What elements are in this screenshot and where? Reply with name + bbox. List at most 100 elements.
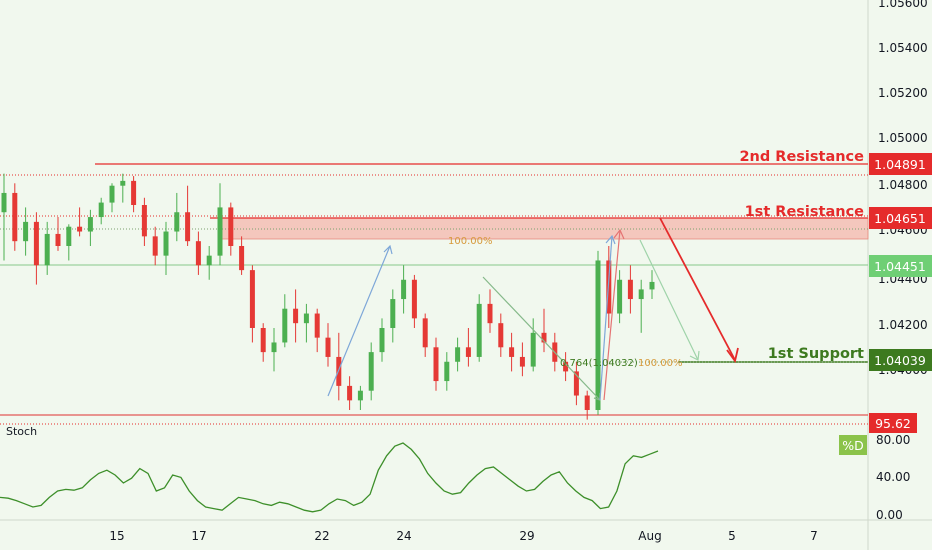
- candle-body: [627, 279, 633, 300]
- second-resistance-tag-text: 1.04891: [874, 157, 926, 172]
- price-tick-4: 1.05000: [878, 131, 928, 145]
- drawing-down-leg-1: [482, 276, 601, 401]
- candle-body: [44, 233, 50, 266]
- candle-body: [87, 217, 93, 232]
- candle-body: [617, 279, 623, 314]
- x-tick-17: 17: [191, 529, 206, 543]
- stoch-tick-80: 80.00: [876, 433, 910, 447]
- price-tags: 1.04891 1.04651 1.04451 1.04039 95.62: [869, 153, 932, 433]
- candle-body: [379, 328, 385, 353]
- candle-body: [325, 337, 331, 357]
- candle-body: [368, 352, 374, 391]
- stoch-legend-text: %D: [842, 438, 864, 453]
- first-support-tag: [869, 349, 932, 371]
- stoch-tick-40: 40.00: [876, 470, 910, 484]
- candle-body: [476, 303, 482, 357]
- second-resistance-label: 2nd Resistance: [739, 149, 864, 165]
- candle-body: [401, 279, 407, 300]
- candle-body: [195, 241, 201, 266]
- second-resistance-tag: [869, 153, 932, 175]
- candle-body: [1, 192, 7, 213]
- first-resistance-label: 1st Resistance: [745, 204, 865, 220]
- candle-body: [174, 212, 180, 232]
- candle-body: [228, 207, 234, 246]
- candle-body: [23, 221, 29, 242]
- candle-body: [465, 347, 471, 357]
- candle-body: [541, 332, 547, 343]
- drawing-up-leg-2: [599, 235, 613, 401]
- candle-body: [530, 332, 536, 367]
- candle-body: [573, 371, 579, 396]
- price-tick-5: 1.04800: [878, 178, 928, 192]
- candle-body: [217, 207, 223, 256]
- candle-body: [649, 281, 655, 290]
- candle-body: [487, 303, 493, 324]
- first-resistance-tag: [869, 207, 932, 229]
- candle-body: [498, 323, 504, 348]
- candle-body: [55, 233, 61, 246]
- candle-body: [109, 185, 115, 203]
- forecast-down-arrow: [659, 217, 736, 361]
- candle-body: [260, 328, 266, 353]
- candle-body: [433, 347, 439, 382]
- stoch-value-tag-text: 95.62: [875, 416, 911, 431]
- candle-body: [390, 299, 396, 328]
- current-price-tag: [869, 255, 932, 277]
- candle-body: [422, 318, 428, 348]
- candle-body: [98, 202, 104, 218]
- time-axis: 15 17 22 24 29 Aug 5 7: [109, 529, 817, 543]
- candle-body: [163, 231, 169, 256]
- candle-body: [271, 342, 277, 353]
- x-tick-5: 5: [728, 529, 736, 543]
- candle-body: [563, 361, 569, 372]
- first-support-tag-text: 1.04039: [874, 353, 926, 368]
- drawing-arrowhead-3: [605, 234, 616, 245]
- candle-body: [595, 260, 601, 410]
- candle-body: [509, 347, 515, 357]
- stoch-tick-0: 0.00: [876, 508, 903, 522]
- plot-background: [0, 0, 868, 550]
- first-resistance-tag-text: 1.04651: [874, 211, 926, 226]
- stoch-value-tag: [869, 413, 917, 433]
- x-tick-7: 7: [810, 529, 818, 543]
- candle-body: [120, 180, 126, 186]
- drawing-up-leg-1: [327, 245, 391, 397]
- candles-group: [1, 173, 655, 420]
- price-axis: 1.05600 1.05400 1.05200 1.05000 1.04800 …: [878, 0, 928, 377]
- drawing-arrowhead-5: [689, 350, 700, 361]
- candle-body: [249, 270, 255, 328]
- candle-body: [303, 313, 309, 324]
- candle-body: [66, 226, 72, 246]
- x-tick-15: 15: [109, 529, 124, 543]
- drawing-projection-leg: [639, 239, 699, 361]
- candle-body: [638, 289, 644, 300]
- x-tick-24: 24: [396, 529, 411, 543]
- drawing-arrowhead-1: [383, 244, 393, 255]
- candle-body: [455, 347, 461, 362]
- stoch-axis: 80.00 40.00 0.00: [876, 433, 910, 522]
- stoch-d-line: [0, 442, 659, 513]
- fib-label-support-retrace: 0.764(1.04032): [560, 358, 638, 369]
- candle-body: [131, 180, 137, 205]
- pattern-drawings: [327, 217, 739, 401]
- candle-body: [282, 308, 288, 343]
- x-tick-aug: Aug: [638, 529, 661, 543]
- price-tick-8: 1.04200: [878, 318, 928, 332]
- candle-body: [293, 308, 299, 324]
- candle-body: [519, 356, 525, 367]
- candle-body: [314, 313, 320, 338]
- stoch-title: Stoch: [6, 425, 37, 438]
- candle-body: [239, 246, 245, 271]
- drawing-red-up-leg: [603, 229, 621, 401]
- drawing-arrowhead-4: [613, 228, 625, 240]
- forecast-arrowhead: [726, 347, 739, 364]
- price-tick-1: 1.05600: [878, 0, 928, 10]
- candle-body: [152, 236, 158, 256]
- stoch-legend-box: [839, 435, 867, 455]
- candle-body: [357, 390, 363, 401]
- x-tick-29: 29: [519, 529, 534, 543]
- first-support-label: 1st Support: [768, 346, 864, 362]
- candle-body: [12, 192, 18, 242]
